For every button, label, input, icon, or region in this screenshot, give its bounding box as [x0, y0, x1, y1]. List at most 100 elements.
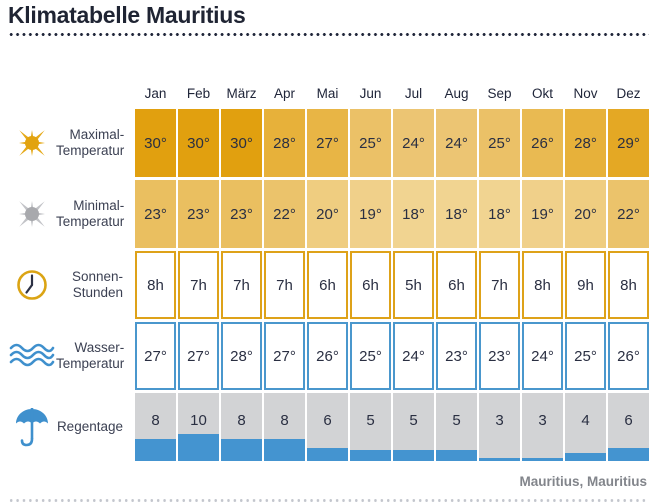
wasser-temperatur-cell: 27°: [135, 322, 176, 390]
sonnen-stunden-cell: 7h: [221, 251, 262, 319]
row-label-text: Wasser- Temperatur: [56, 339, 125, 371]
minimal-temperatur-cell: 18°: [436, 180, 477, 248]
umbrella-icon: [8, 406, 56, 448]
rain-days-bar: [135, 439, 176, 461]
row-label-sonnen-stunden: Sonnen- Stunden: [8, 251, 133, 319]
month-header: Jun: [359, 86, 382, 101]
row-label-text: Regentage: [56, 418, 123, 434]
rain-days-bar: [178, 434, 219, 461]
sun-gray-icon: [8, 195, 56, 233]
rain-days-value: 6: [624, 411, 633, 429]
maximal-temperatur-cell: 29°: [608, 109, 649, 177]
regentage-cell: 5: [393, 393, 434, 461]
minimal-temperatur-cell: 23°: [135, 180, 176, 248]
bottom-divider: [8, 498, 649, 503]
climate-table: Jan Feb März Apr Mai Jun Jul Aug Sep Okt Nov Dez Max…: [8, 78, 649, 461]
wasser-temperatur-cell: 27°: [264, 322, 305, 390]
row-label-text: Sonnen- Stunden: [71, 268, 123, 300]
month-header: Mai: [316, 86, 339, 101]
rain-days-value: 8: [280, 411, 289, 429]
sonnen-stunden-cell: 8h: [522, 251, 563, 319]
wasser-temperatur-cell: 25°: [565, 322, 606, 390]
rain-days-value: 8: [237, 411, 246, 429]
maximal-temperatur-cell: 25°: [479, 109, 520, 177]
sonnen-stunden-cell: 8h: [608, 251, 649, 319]
maximal-temperatur-cell: 30°: [135, 109, 176, 177]
table-corner-spacer: [8, 78, 133, 106]
rain-days-bar: [264, 439, 305, 461]
rain-days-bar: [350, 450, 391, 461]
maximal-temperatur-cell: 24°: [436, 109, 477, 177]
regentage-cell: 3: [522, 393, 563, 461]
month-header: Okt: [531, 86, 553, 101]
sonnen-stunden-cell: 7h: [479, 251, 520, 319]
regentage-cell: 8: [135, 393, 176, 461]
rain-days-value: 6: [323, 411, 332, 429]
regentage-cell: 3: [479, 393, 520, 461]
rain-days-bar: [436, 450, 477, 461]
sonnen-stunden-cell: 8h: [135, 251, 176, 319]
maximal-temperatur-cell: 28°: [264, 109, 305, 177]
regentage-cell: 5: [436, 393, 477, 461]
sonnen-stunden-cell: 7h: [264, 251, 305, 319]
row-label-regentage: Regentage: [8, 393, 133, 461]
rain-days-value: 5: [409, 411, 418, 429]
title-underline: [8, 32, 649, 37]
wasser-temperatur-cell: 26°: [307, 322, 348, 390]
sun-icon: [8, 124, 56, 162]
row-label-maximal-temperatur: Maximal- Temperatur: [8, 109, 133, 177]
wasser-temperatur-cell: 23°: [479, 322, 520, 390]
regentage-cell: 8: [221, 393, 262, 461]
month-header: Jul: [404, 86, 423, 101]
page-title: Klimatabelle Mauritius: [8, 2, 246, 28]
rain-days-bar: [608, 448, 649, 461]
rain-days-value: 5: [366, 411, 375, 429]
rain-days-value: 3: [495, 411, 504, 429]
waves-icon: [8, 341, 56, 371]
regentage-cell: 6: [307, 393, 348, 461]
month-header: Feb: [186, 86, 211, 101]
row-label-text: Maximal- Temperatur: [56, 126, 125, 158]
maximal-temperatur-cell: 30°: [221, 109, 262, 177]
wasser-temperatur-cell: 25°: [350, 322, 391, 390]
sonnen-stunden-cell: 6h: [307, 251, 348, 319]
rain-days-value: 8: [151, 411, 160, 429]
wasser-temperatur-cell: 24°: [393, 322, 434, 390]
minimal-temperatur-cell: 20°: [565, 180, 606, 248]
minimal-temperatur-cell: 23°: [221, 180, 262, 248]
sonnen-stunden-cell: 6h: [350, 251, 391, 319]
maximal-temperatur-cell: 26°: [522, 109, 563, 177]
rain-days-bar: [565, 453, 606, 461]
maximal-temperatur-cell: 25°: [350, 109, 391, 177]
maximal-temperatur-cell: 28°: [565, 109, 606, 177]
sonnen-stunden-cell: 6h: [436, 251, 477, 319]
row-label-minimal-temperatur: Minimal- Temperatur: [8, 180, 133, 248]
regentage-cell: 6: [608, 393, 649, 461]
sonnen-stunden-cell: 7h: [178, 251, 219, 319]
regentage-cell: 8: [264, 393, 305, 461]
clock-icon: [8, 266, 56, 304]
minimal-temperatur-cell: 22°: [264, 180, 305, 248]
rain-days-bar: [522, 458, 563, 461]
rain-days-value: 4: [581, 411, 590, 429]
minimal-temperatur-cell: 18°: [479, 180, 520, 248]
month-header: Jan: [144, 86, 167, 101]
regentage-cell: 4: [565, 393, 606, 461]
wasser-temperatur-cell: 27°: [178, 322, 219, 390]
month-header: März: [226, 86, 257, 101]
rain-days-bar: [393, 450, 434, 461]
minimal-temperatur-cell: 19°: [350, 180, 391, 248]
month-header: Sep: [487, 86, 512, 101]
wasser-temperatur-cell: 28°: [221, 322, 262, 390]
row-label-text: Minimal- Temperatur: [56, 197, 125, 229]
rain-days-bar: [479, 458, 520, 461]
rain-days-value: 3: [538, 411, 547, 429]
sonnen-stunden-cell: 5h: [393, 251, 434, 319]
month-header: Aug: [444, 86, 469, 101]
sonnen-stunden-cell: 9h: [565, 251, 606, 319]
wasser-temperatur-cell: 26°: [608, 322, 649, 390]
location-label: Mauritius, Mauritius: [519, 474, 647, 489]
month-header: Nov: [573, 86, 598, 101]
maximal-temperatur-cell: 24°: [393, 109, 434, 177]
